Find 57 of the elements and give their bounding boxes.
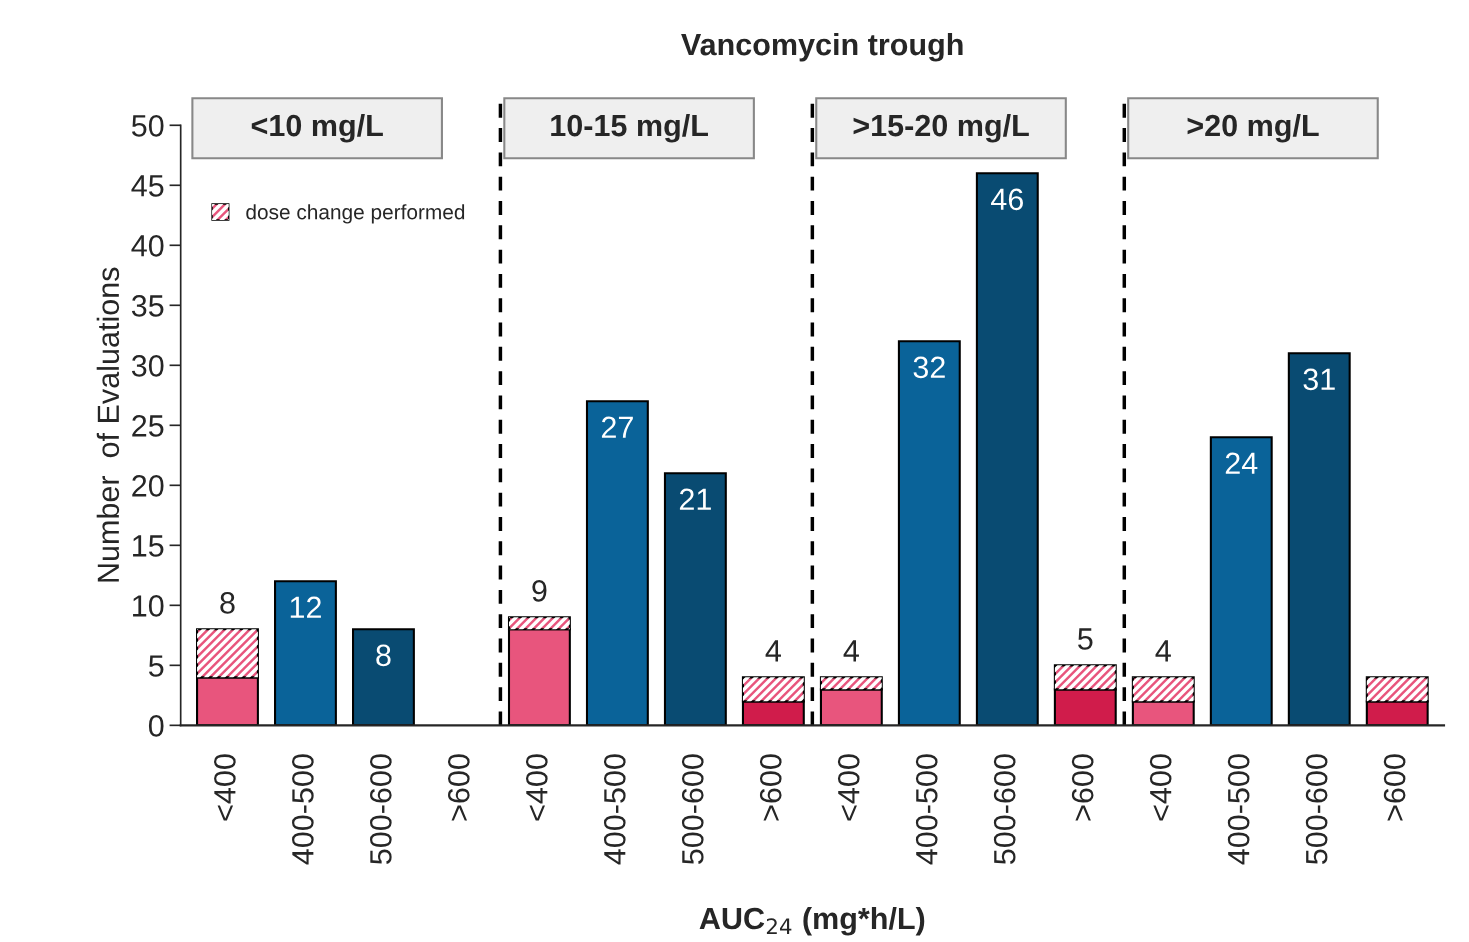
x-tick-label: 500-600 xyxy=(1305,754,1328,865)
total-label: 9 xyxy=(532,580,547,602)
y-tick-label: 35 xyxy=(131,295,164,317)
y-tick-label: 10 xyxy=(133,595,164,617)
bar xyxy=(1209,436,1273,726)
annotation: >20 mg/L xyxy=(1187,113,1319,143)
annotation: 10-15 mg/L xyxy=(551,113,708,143)
x-axis-title: AUC$_{24}$ (mg*h/L) xyxy=(699,906,925,936)
annotation: >15-20 mg/L xyxy=(853,113,1029,143)
total-label: 4 xyxy=(765,640,781,662)
y-tick-label: 30 xyxy=(131,355,164,377)
x-tick-label: >600 xyxy=(447,754,470,821)
data-label: 32 xyxy=(913,356,945,379)
data-label: 24 xyxy=(1225,452,1258,474)
y-tick-label: 15 xyxy=(133,535,164,557)
x-tick-label: <400 xyxy=(1149,754,1172,821)
bar xyxy=(897,340,961,726)
x-tick-label: <400 xyxy=(837,754,860,821)
x-tick-label: >600 xyxy=(1383,754,1406,821)
total-label: 5 xyxy=(1078,628,1093,650)
y-tick-label: 25 xyxy=(132,415,164,437)
y-tick-label: 0 xyxy=(148,715,164,737)
bar xyxy=(274,580,337,726)
chart-title: Vancomycin trough xyxy=(681,32,963,62)
data-label: 31 xyxy=(1303,368,1335,391)
data-label: 8 xyxy=(376,644,391,667)
x-tick-label: >600 xyxy=(1071,754,1094,821)
x-tick-label: 500-600 xyxy=(370,754,392,865)
data-label: 21 xyxy=(679,488,711,510)
y-tick-label: 45 xyxy=(131,175,164,197)
data-label: 27 xyxy=(601,416,633,438)
y-tick-label: 50 xyxy=(131,115,164,137)
total-label: 8 xyxy=(220,592,235,614)
bar xyxy=(663,472,727,726)
bar xyxy=(1287,352,1351,726)
x-tick-label: <400 xyxy=(214,754,236,821)
bar xyxy=(351,628,415,726)
x-tick-label: 400-500 xyxy=(1227,754,1250,865)
x-tick-label: 400-500 xyxy=(292,754,314,865)
total-label: 4 xyxy=(1155,640,1171,662)
annotation: <10 mg/L xyxy=(251,113,383,143)
y-tick-label: 40 xyxy=(131,235,164,257)
x-tick-label: 500-600 xyxy=(681,754,704,865)
bar xyxy=(975,172,1039,726)
x-tick-label: <400 xyxy=(525,754,548,821)
x-tick-label: >600 xyxy=(759,754,782,821)
x-tick-label: 500-600 xyxy=(993,754,1016,865)
total-label: 4 xyxy=(843,640,859,662)
y-axis-title: Number of Evaluations xyxy=(96,267,120,582)
data-label: 12 xyxy=(290,596,321,618)
y-tick-label: 5 xyxy=(148,655,164,677)
y-tick-label: 20 xyxy=(132,475,164,497)
x-tick-label: 400-500 xyxy=(603,754,626,865)
legend-label: dose change performed xyxy=(246,204,465,224)
data-label: 46 xyxy=(991,188,1023,211)
x-tick-label: 400-500 xyxy=(915,754,938,865)
bar xyxy=(585,400,649,726)
